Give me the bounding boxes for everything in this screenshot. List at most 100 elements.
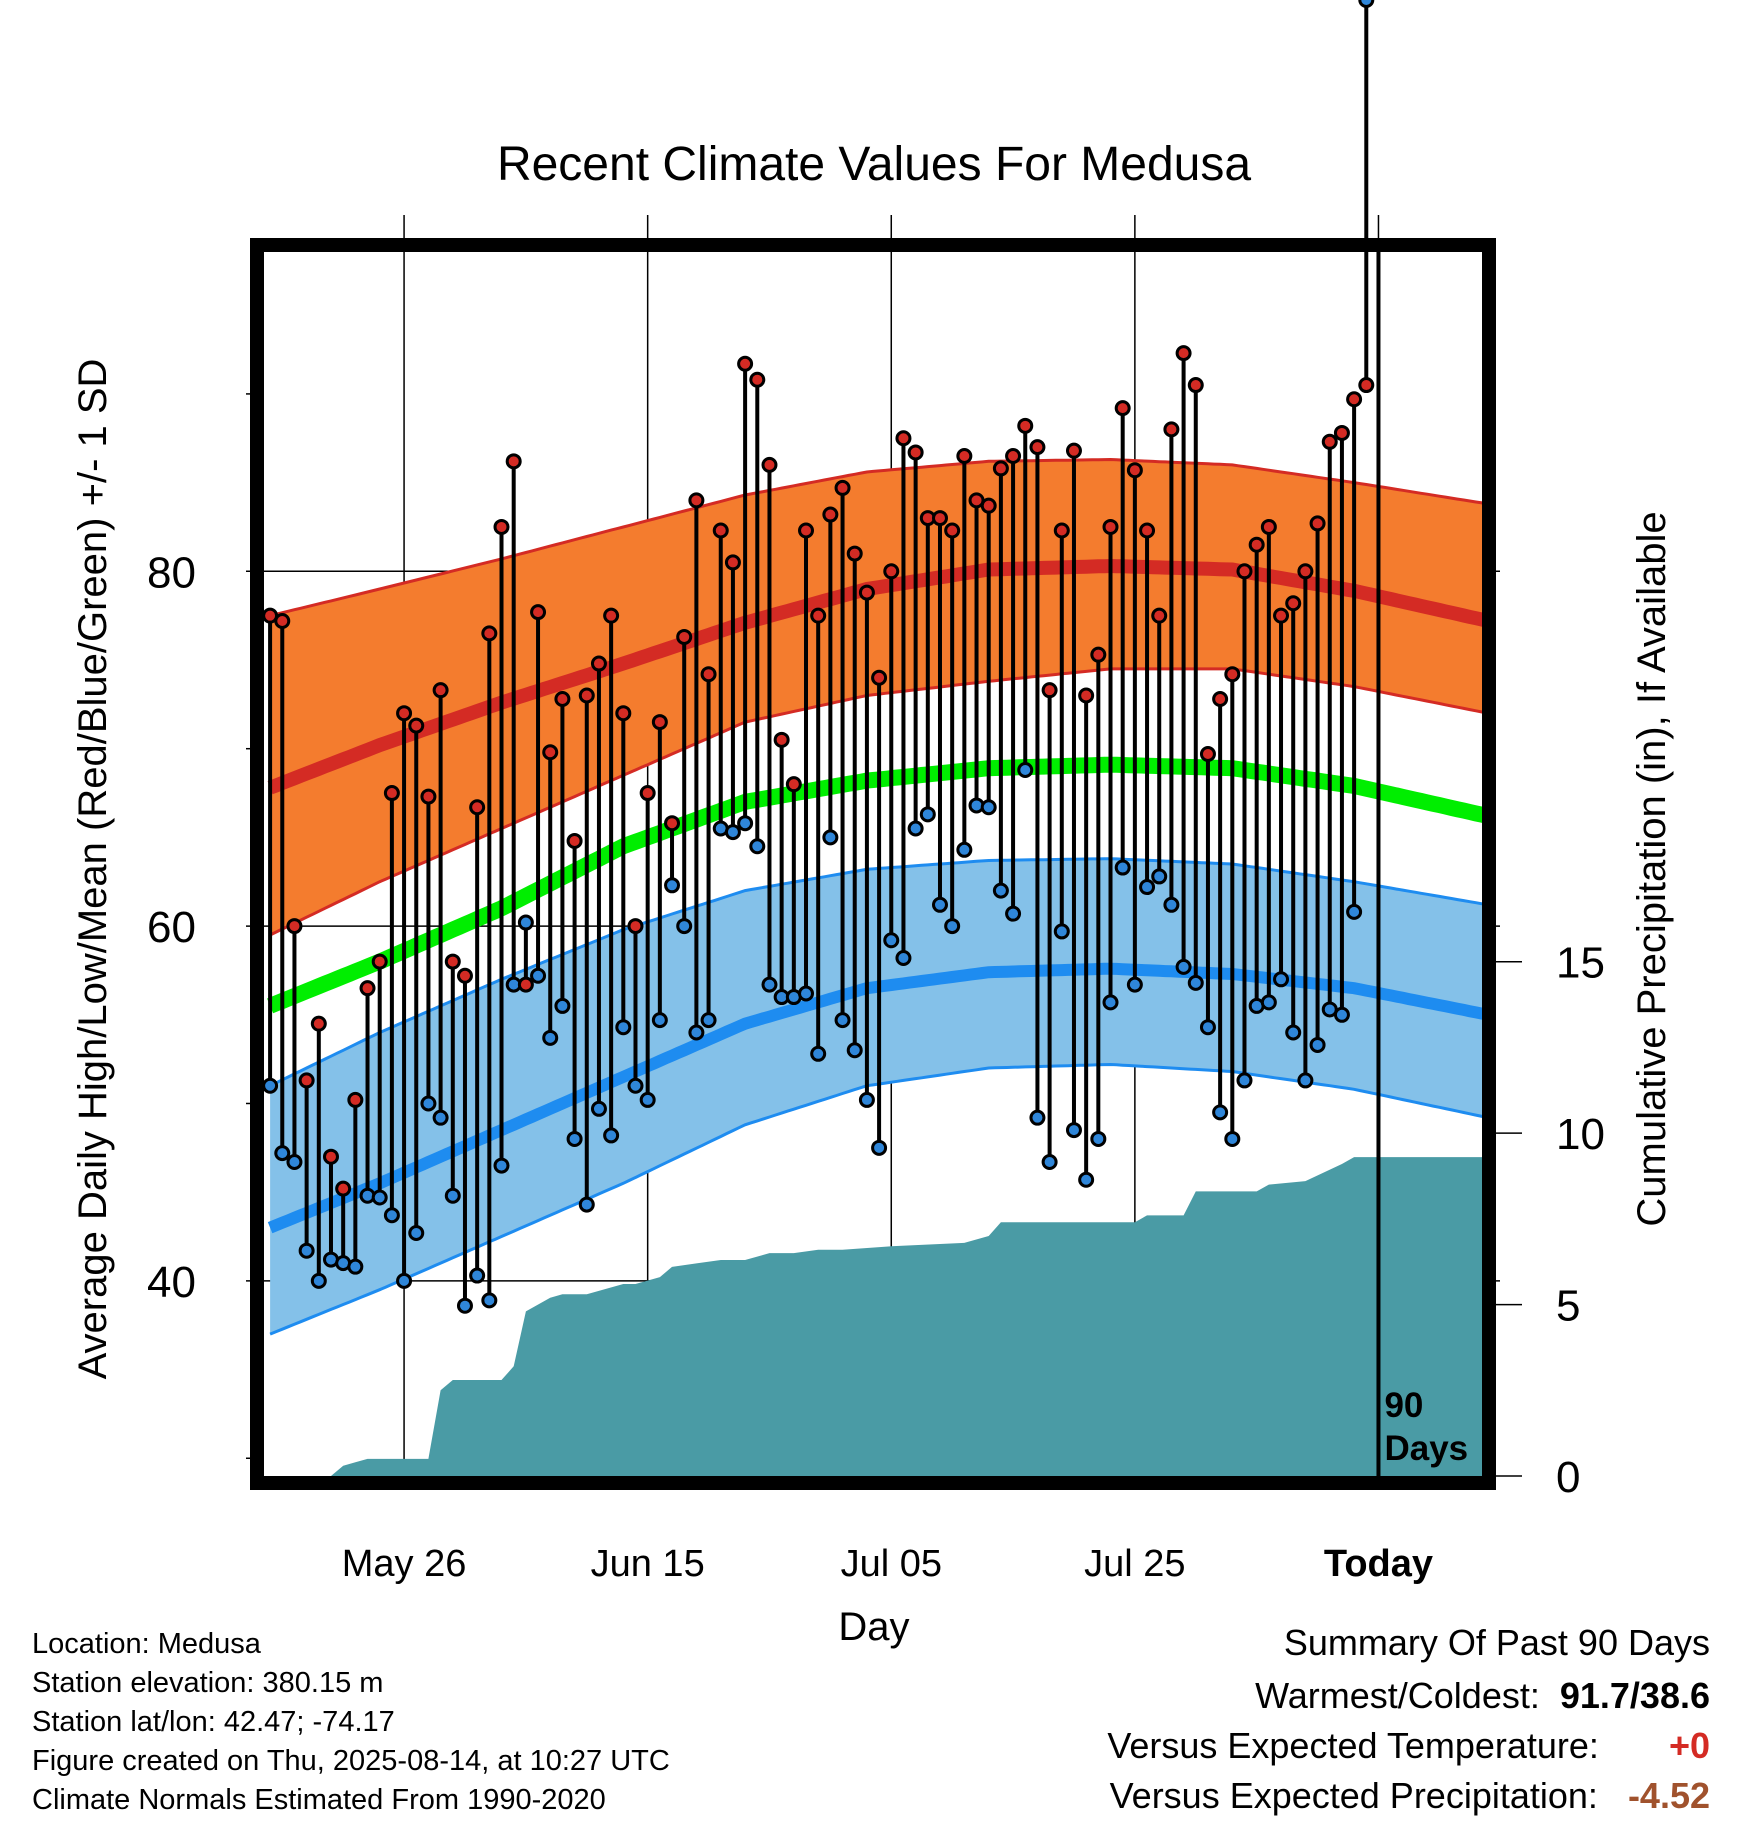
low-point-77 bbox=[1187, 974, 1204, 991]
low-point-18 bbox=[469, 1267, 486, 1284]
high-point-70 bbox=[1102, 518, 1119, 535]
low-point-73 bbox=[1139, 879, 1156, 896]
low-point-68 bbox=[1078, 1171, 1095, 1188]
high-point-27 bbox=[578, 687, 595, 704]
high-point-9 bbox=[359, 980, 376, 997]
low-point-74 bbox=[1151, 868, 1168, 885]
high-point-21 bbox=[505, 453, 522, 470]
high-point-75 bbox=[1163, 421, 1180, 438]
y2-axis-label: Cumulative Precipitation (in), If Availa… bbox=[1630, 511, 1674, 1226]
high-point-64 bbox=[1029, 439, 1046, 456]
low-point-27 bbox=[578, 1196, 595, 1213]
high-point-35 bbox=[676, 628, 693, 645]
today-marker-line-2: Days bbox=[1384, 1429, 1468, 1468]
high-point-33 bbox=[651, 714, 668, 731]
today-marker-label: 90 Days bbox=[1384, 1386, 1468, 1468]
high-point-40 bbox=[737, 355, 754, 372]
created-info: Figure created on Thu, 2025-08-14, at 10… bbox=[32, 1745, 670, 1777]
y2-tick-label-3: 15 bbox=[1556, 939, 1605, 988]
low-point-23 bbox=[530, 967, 547, 984]
low-point-41 bbox=[749, 838, 766, 855]
grid-and-bands bbox=[246, 215, 1500, 1476]
high-point-45 bbox=[798, 522, 815, 539]
high-point-58 bbox=[956, 448, 973, 464]
high-point-82 bbox=[1248, 536, 1265, 553]
summary-temp: Versus Expected Temperature: +0 bbox=[1107, 1725, 1710, 1767]
temp-value: +0 bbox=[1668, 1725, 1710, 1766]
high-point-71 bbox=[1114, 400, 1131, 417]
high-point-48 bbox=[834, 479, 851, 496]
high-point-67 bbox=[1065, 442, 1082, 459]
daily-temperature-marks bbox=[262, 0, 1375, 1314]
low-point-86 bbox=[1297, 1072, 1314, 1089]
high-point-19 bbox=[481, 625, 498, 642]
high-point-51 bbox=[871, 669, 888, 686]
high-point-14 bbox=[420, 788, 437, 805]
low-point-15 bbox=[432, 1109, 449, 1126]
high-point-23 bbox=[530, 604, 547, 621]
high-point-66 bbox=[1053, 522, 1070, 539]
y2-tick-label-2: 10 bbox=[1556, 1110, 1605, 1159]
location-info: Location: Medusa bbox=[32, 1628, 261, 1660]
low-point-49 bbox=[846, 1042, 863, 1059]
low-point-50 bbox=[858, 1091, 875, 1108]
y-tick-label-0: 40 bbox=[147, 1258, 196, 1307]
low-point-35 bbox=[676, 918, 693, 935]
high-point-44 bbox=[785, 776, 802, 793]
low-point-11 bbox=[383, 1207, 400, 1224]
high-point-3 bbox=[286, 918, 303, 935]
y2-tick-label-0: 0 bbox=[1556, 1453, 1580, 1502]
low-point-4 bbox=[298, 1242, 315, 1259]
high-point-62 bbox=[1005, 448, 1022, 464]
high-point-10 bbox=[371, 953, 388, 970]
low-point-91 bbox=[1358, 0, 1375, 8]
low-point-17 bbox=[456, 1297, 473, 1314]
high-point-84 bbox=[1273, 607, 1290, 624]
high-point-22 bbox=[517, 976, 534, 993]
low-point-29 bbox=[603, 1127, 620, 1144]
x-tick-label-4: Today bbox=[1324, 1543, 1433, 1585]
low-point-2 bbox=[274, 1145, 291, 1162]
x-tick-label-1: Jun 15 bbox=[591, 1543, 705, 1585]
high-point-53 bbox=[895, 430, 912, 447]
high-point-7 bbox=[335, 1180, 352, 1197]
high-point-34 bbox=[664, 815, 681, 832]
low-point-90 bbox=[1346, 903, 1363, 920]
low-point-26 bbox=[566, 1130, 583, 1147]
low-point-30 bbox=[615, 1019, 632, 1036]
high-point-61 bbox=[992, 460, 1009, 477]
low-point-52 bbox=[883, 932, 900, 949]
low-point-24 bbox=[542, 1029, 559, 1046]
warm-cold-value: 91.7/38.6 bbox=[1559, 1675, 1710, 1716]
x-axis-label: Day bbox=[838, 1605, 909, 1649]
today-marker-line-1: 90 bbox=[1384, 1386, 1423, 1425]
high-point-36 bbox=[688, 492, 705, 509]
low-point-76 bbox=[1175, 958, 1192, 975]
high-point-68 bbox=[1078, 687, 1095, 704]
high-point-38 bbox=[712, 522, 729, 539]
summary-precip: Versus Expected Precipitation: -4.52 bbox=[1110, 1775, 1710, 1817]
high-point-83 bbox=[1260, 518, 1277, 535]
high-point-89 bbox=[1333, 424, 1350, 441]
high-point-65 bbox=[1041, 682, 1058, 699]
low-point-71 bbox=[1114, 859, 1131, 876]
normals-note: Climate Normals Estimated From 1990-2020 bbox=[32, 1784, 606, 1816]
high-point-8 bbox=[347, 1091, 364, 1108]
low-point-1 bbox=[262, 1077, 279, 1094]
axes-and-ticks: 40 60 80 0 5 10 15 May 26 Jun 15 Jul 05 Jul 25 Toda… bbox=[147, 238, 1605, 1585]
high-point-78 bbox=[1199, 746, 1216, 763]
high-point-41 bbox=[749, 371, 766, 388]
high-point-69 bbox=[1090, 646, 1107, 663]
low-point-58 bbox=[956, 841, 973, 858]
low-point-80 bbox=[1224, 1130, 1241, 1147]
low-point-63 bbox=[1017, 761, 1034, 778]
low-point-3 bbox=[286, 1154, 303, 1171]
summary-heading: Summary Of Past 90 Days bbox=[1283, 1622, 1710, 1663]
high-point-13 bbox=[408, 717, 425, 734]
high-point-26 bbox=[566, 832, 583, 849]
high-point-42 bbox=[761, 456, 778, 473]
low-point-64 bbox=[1029, 1109, 1046, 1126]
low-point-34 bbox=[664, 877, 681, 894]
low-point-8 bbox=[347, 1258, 364, 1275]
low-point-45 bbox=[798, 985, 815, 1002]
